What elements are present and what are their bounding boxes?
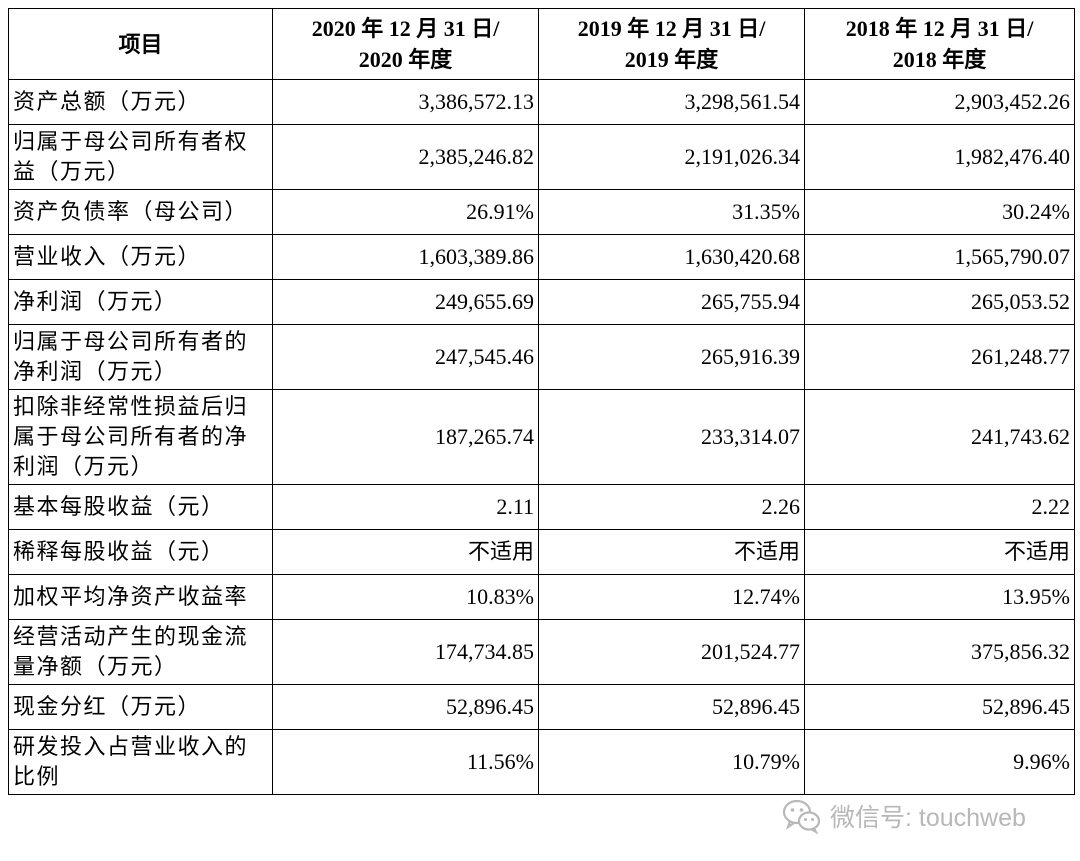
row-label: 资产负债率（母公司） xyxy=(8,189,273,235)
row-label: 加权平均净资产收益率 xyxy=(8,574,273,620)
value-2019: 201,524.77 xyxy=(538,619,805,685)
row-label: 归属于母公司所有者权 益（万元） xyxy=(8,124,273,190)
table-row: 归属于母公司所有者的 净利润（万元） 247,545.46 265,916.39 261… xyxy=(8,324,1075,390)
table-row: 基本每股收益（元） 2.11 2.26 2.22 xyxy=(8,484,1075,530)
value-2020: 10.83% xyxy=(272,574,539,620)
value-2018: 375,856.32 xyxy=(804,619,1075,685)
value-2018: 2,903,452.26 xyxy=(804,79,1075,125)
value-2020: 3,386,572.13 xyxy=(272,79,539,125)
row-label: 稀释每股收益（元） xyxy=(8,529,273,575)
value-2018: 13.95% xyxy=(804,574,1075,620)
header-2019: 2019 年 12 月 31 日/ 2019 年度 xyxy=(538,8,805,80)
header-item: 项目 xyxy=(8,8,273,80)
table-row: 稀释每股收益（元） 不适用 不适用 不适用 xyxy=(8,529,1075,575)
row-label: 基本每股收益（元） xyxy=(8,484,273,530)
financial-summary-table: 项目 2020 年 12 月 31 日/ 2020 年度 2019 年 12 月… xyxy=(8,8,1075,795)
value-2018: 52,896.45 xyxy=(804,684,1075,730)
table-row: 经营活动产生的现金流 量净额（万元） 174,734.85 201,524.77 375… xyxy=(8,619,1075,685)
row-label: 经营活动产生的现金流 量净额（万元） xyxy=(8,619,273,685)
value-2020: 52,896.45 xyxy=(272,684,539,730)
value-2019: 52,896.45 xyxy=(538,684,805,730)
value-2020: 11.56% xyxy=(272,729,539,795)
table-row: 净利润（万元） 249,655.69 265,755.94 265,053.52 xyxy=(8,279,1075,325)
table-row: 加权平均净资产收益率 10.83% 12.74% 13.95% xyxy=(8,574,1075,620)
table-row: 资产负债率（母公司） 26.91% 31.35% 30.24% xyxy=(8,189,1075,235)
value-2018: 265,053.52 xyxy=(804,279,1075,325)
value-2020: 249,655.69 xyxy=(272,279,539,325)
value-2019: 不适用 xyxy=(538,529,805,575)
value-2018: 不适用 xyxy=(804,529,1075,575)
table-row: 营业收入（万元） 1,603,389.86 1,630,420.68 1,565,79… xyxy=(8,234,1075,280)
value-2020: 26.91% xyxy=(272,189,539,235)
wechat-icon xyxy=(782,799,821,834)
table-header-row: 项目 2020 年 12 月 31 日/ 2020 年度 2019 年 12 月… xyxy=(8,8,1075,80)
value-2019: 31.35% xyxy=(538,189,805,235)
value-2019: 3,298,561.54 xyxy=(538,79,805,125)
value-2019: 265,916.39 xyxy=(538,324,805,390)
value-2019: 10.79% xyxy=(538,729,805,795)
value-2018: 2.22 xyxy=(804,484,1075,530)
value-2020: 2,385,246.82 xyxy=(272,124,539,190)
value-2020: 不适用 xyxy=(272,529,539,575)
value-2019: 2,191,026.34 xyxy=(538,124,805,190)
value-2018: 1,982,476.40 xyxy=(804,124,1075,190)
header-2020: 2020 年 12 月 31 日/ 2020 年度 xyxy=(272,8,539,80)
row-label: 营业收入（万元） xyxy=(8,234,273,280)
table-row: 扣除非经常性损益后归 属于母公司所有者的净 利润（万元） 187,265.74 233,… xyxy=(8,389,1075,485)
value-2020: 2.11 xyxy=(272,484,539,530)
value-2019: 265,755.94 xyxy=(538,279,805,325)
value-2019: 1,630,420.68 xyxy=(538,234,805,280)
row-label: 扣除非经常性损益后归 属于母公司所有者的净 利润（万元） xyxy=(8,389,273,485)
row-label: 净利润（万元） xyxy=(8,279,273,325)
value-2019: 12.74% xyxy=(538,574,805,620)
header-2018: 2018 年 12 月 31 日/ 2018 年度 xyxy=(804,8,1075,80)
table-row: 资产总额（万元） 3,386,572.13 3,298,561.54 2,903,45… xyxy=(8,79,1075,125)
value-2018: 261,248.77 xyxy=(804,324,1075,390)
table-row: 现金分红（万元） 52,896.45 52,896.45 52,896.45 xyxy=(8,684,1075,730)
value-2018: 9.96% xyxy=(804,729,1075,795)
watermark-text: 微信号: touchweb xyxy=(830,804,1026,832)
table-row: 研发投入占营业收入的 比例 11.56% 10.79% 9.96% xyxy=(8,729,1075,795)
value-2019: 2.26 xyxy=(538,484,805,530)
row-label: 资产总额（万元） xyxy=(8,79,273,125)
watermark: 微信号: touchweb xyxy=(782,798,1026,834)
table-row: 归属于母公司所有者权 益（万元） 2,385,246.82 2,191,026.34 1… xyxy=(8,124,1075,190)
row-label: 现金分红（万元） xyxy=(8,684,273,730)
row-label: 归属于母公司所有者的 净利润（万元） xyxy=(8,324,273,390)
value-2020: 187,265.74 xyxy=(272,389,539,485)
value-2019: 233,314.07 xyxy=(538,389,805,485)
value-2018: 1,565,790.07 xyxy=(804,234,1075,280)
row-label: 研发投入占营业收入的 比例 xyxy=(8,729,273,795)
value-2020: 174,734.85 xyxy=(272,619,539,685)
value-2018: 30.24% xyxy=(804,189,1075,235)
value-2020: 247,545.46 xyxy=(272,324,539,390)
value-2020: 1,603,389.86 xyxy=(272,234,539,280)
value-2018: 241,743.62 xyxy=(804,389,1075,485)
